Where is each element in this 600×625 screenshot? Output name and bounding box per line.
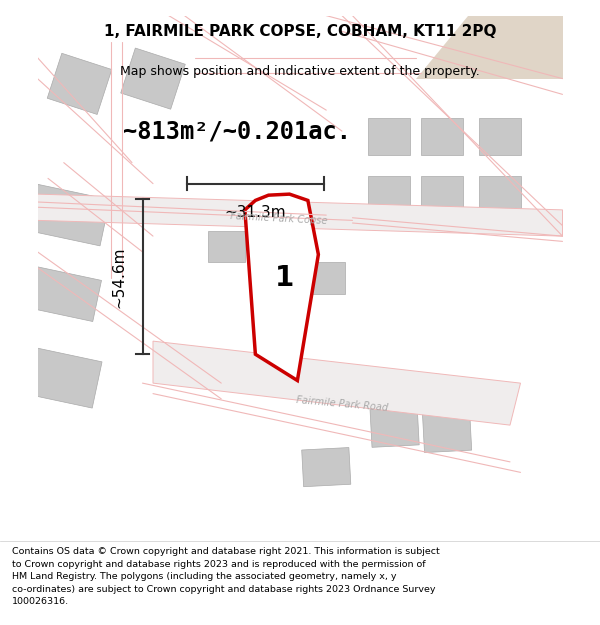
Polygon shape	[121, 48, 185, 109]
Text: Fairmile Park Road: Fairmile Park Road	[296, 395, 388, 413]
Polygon shape	[153, 341, 521, 425]
Polygon shape	[421, 118, 463, 155]
Text: ~54.6m: ~54.6m	[112, 246, 127, 308]
Polygon shape	[479, 118, 521, 155]
Polygon shape	[26, 266, 101, 321]
Polygon shape	[302, 448, 351, 487]
Text: Fairmile Park Copse: Fairmile Park Copse	[230, 211, 328, 226]
Polygon shape	[370, 403, 419, 448]
Text: Contains OS data © Crown copyright and database right 2021. This information is : Contains OS data © Crown copyright and d…	[12, 548, 440, 606]
Polygon shape	[245, 194, 319, 381]
Polygon shape	[25, 348, 102, 408]
Polygon shape	[28, 184, 110, 246]
Polygon shape	[421, 176, 463, 213]
Text: ~813m²/~0.201ac.: ~813m²/~0.201ac.	[123, 119, 351, 143]
Text: ~31.3m: ~31.3m	[224, 204, 286, 219]
Text: Map shows position and indicative extent of the property.: Map shows position and indicative extent…	[120, 66, 480, 79]
Polygon shape	[368, 176, 410, 213]
Polygon shape	[479, 176, 521, 213]
Polygon shape	[368, 118, 410, 155]
Polygon shape	[37, 194, 563, 236]
Polygon shape	[415, 16, 563, 79]
Text: 1: 1	[275, 264, 294, 292]
Polygon shape	[47, 53, 112, 114]
Polygon shape	[422, 408, 472, 452]
Polygon shape	[308, 262, 344, 294]
Text: 1, FAIRMILE PARK COPSE, COBHAM, KT11 2PQ: 1, FAIRMILE PARK COPSE, COBHAM, KT11 2PQ	[104, 24, 496, 39]
Polygon shape	[208, 231, 245, 262]
